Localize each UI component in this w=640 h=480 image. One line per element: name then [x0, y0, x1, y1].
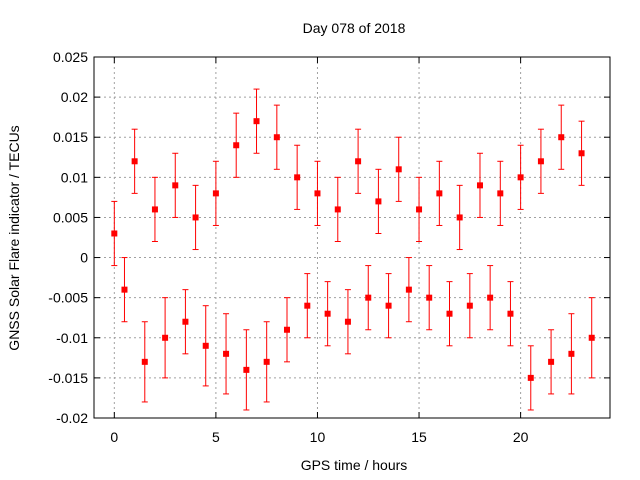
x-tick-label: 5: [212, 429, 220, 445]
data-point: [111, 230, 118, 237]
data-series: [111, 88, 595, 411]
data-point: [456, 214, 463, 221]
grid-lines: [94, 56, 610, 419]
data-point: [355, 158, 362, 165]
data-point: [273, 134, 280, 141]
y-tick-label: 0.02: [61, 89, 88, 105]
data-point: [578, 150, 585, 157]
y-tick-label: 0.01: [61, 169, 88, 185]
x-tick-label: 10: [310, 429, 326, 445]
tick-labels: 0 5 10 15 20 -0.02 -0.015 -0.01 -0.005 0 0.005 0.01…: [48, 49, 528, 445]
data-point: [436, 190, 443, 197]
data-point: [304, 302, 311, 309]
x-tick-label: 0: [110, 429, 118, 445]
data-point: [141, 358, 148, 365]
data-point: [395, 166, 402, 173]
data-point: [375, 198, 382, 205]
data-point: [568, 350, 575, 357]
data-point: [405, 286, 412, 293]
y-tick-label: 0.025: [53, 49, 88, 65]
data-point: [507, 310, 514, 317]
data-point: [243, 366, 250, 373]
data-point: [527, 374, 534, 381]
data-point: [334, 206, 341, 213]
data-point: [283, 326, 290, 333]
y-tick-label: 0: [80, 250, 88, 266]
data-point: [548, 358, 555, 365]
data-point: [151, 206, 158, 213]
data-point: [202, 342, 209, 349]
data-point: [263, 358, 270, 365]
y-tick-label: -0.01: [56, 330, 88, 346]
data-point: [497, 190, 504, 197]
data-point: [192, 214, 199, 221]
y-axis-label: GNSS Solar Flare indicator / TECUs: [6, 125, 22, 350]
x-tick-label: 20: [513, 429, 529, 445]
data-point: [476, 182, 483, 189]
y-tick-label: -0.02: [56, 410, 88, 426]
data-point: [365, 294, 372, 301]
data-point: [233, 142, 240, 149]
data-point: [385, 302, 392, 309]
data-point: [324, 310, 331, 317]
data-point: [487, 294, 494, 301]
data-point: [314, 190, 321, 197]
data-point: [182, 318, 189, 325]
plot-frame: [93, 56, 611, 419]
data-point: [344, 318, 351, 325]
y-tick-label: -0.015: [48, 370, 88, 386]
data-point: [121, 286, 128, 293]
data-point: [131, 158, 138, 165]
y-tick-label: 0.005: [53, 209, 88, 225]
data-point: [416, 206, 423, 213]
data-point: [558, 134, 565, 141]
data-point: [446, 310, 453, 317]
data-point: [466, 302, 473, 309]
y-tick-label: 0.015: [53, 129, 88, 145]
data-point: [162, 334, 169, 341]
chart-title: Day 078 of 2018: [303, 20, 406, 36]
data-point: [517, 174, 524, 181]
data-point: [426, 294, 433, 301]
x-tick-label: 15: [411, 429, 427, 445]
axis-ticks: [94, 56, 610, 419]
y-tick-label: -0.005: [48, 290, 88, 306]
data-point: [294, 174, 301, 181]
data-point: [212, 190, 219, 197]
data-point: [172, 182, 179, 189]
data-point: [588, 334, 595, 341]
data-point: [223, 350, 230, 357]
data-point: [537, 158, 544, 165]
data-point: [253, 118, 260, 125]
x-axis-label: GPS time / hours: [301, 457, 408, 473]
